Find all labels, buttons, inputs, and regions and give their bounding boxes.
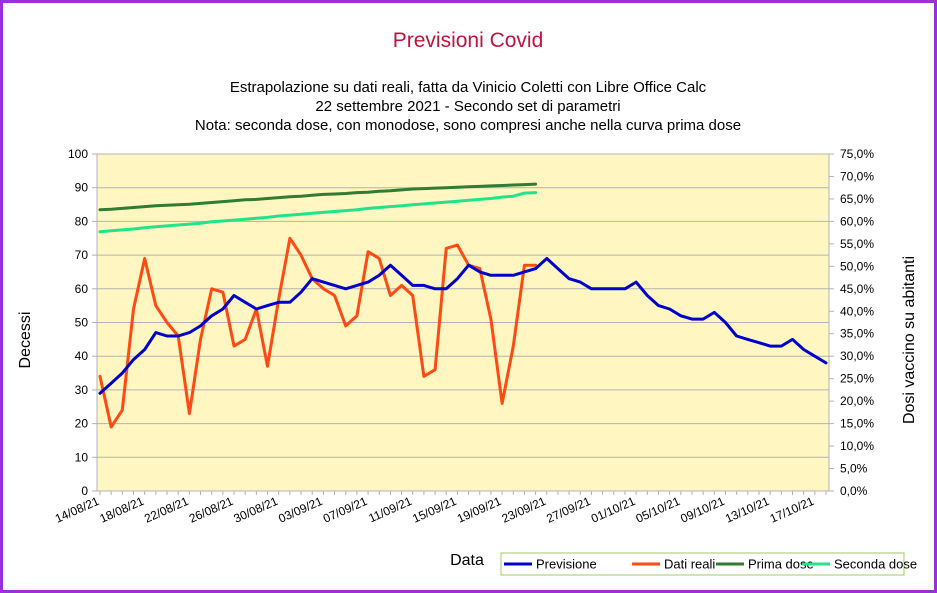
x-tick-label: 01/10/21 [589, 494, 638, 526]
series-line-prima-dose [98, 182, 538, 212]
right-tick-label: 45,0% [840, 282, 874, 296]
x-tick-label: 26/08/21 [187, 494, 236, 526]
left-tick-label: 0 [81, 484, 88, 498]
legend: Previsione Dati reali Prima dose Seconda do… [500, 552, 917, 576]
chart-subtitle-line-3: Nota: seconda dose, con monodose, sono c… [195, 117, 741, 134]
x-tick-label: 23/09/21 [500, 494, 549, 526]
chart-title: Previsioni Covid [393, 29, 544, 52]
right-tick-label: 30,0% [840, 349, 874, 363]
right-tick-label: 10,0% [840, 439, 874, 453]
x-axis-title: Data [450, 552, 484, 569]
left-tick-label: 20 [75, 417, 89, 431]
right-tick-label: 60,0% [840, 214, 874, 228]
x-tick-label: 22/08/21 [142, 494, 191, 526]
y2-axis-title: Dosi vaccino su abitanti [901, 256, 918, 424]
right-tick-label: 0,0% [840, 484, 868, 498]
right-tick-label: 75,0% [840, 147, 874, 161]
left-tick-label: 90 [75, 181, 89, 195]
left-tick-label: 80 [75, 214, 89, 228]
x-tick-label: 14/08/21 [53, 494, 102, 526]
x-tick-label: 19/09/21 [455, 494, 504, 526]
x-tick-label: 15/09/21 [410, 494, 459, 526]
x-axis-ticks: 14/08/2118/08/2122/08/2126/08/2130/08/21… [53, 491, 827, 526]
right-tick-label: 65,0% [840, 192, 874, 206]
series-line-previsione [98, 257, 828, 395]
right-tick-label: 50,0% [840, 259, 874, 273]
right-tick-label: 15,0% [840, 417, 874, 431]
left-axis-ticks: 0 10 20 30 40 50 60 70 80 90 100 [68, 147, 97, 498]
y-axis-title: Decessi [17, 312, 34, 369]
right-tick-label: 25,0% [840, 372, 874, 386]
chart-subtitle-line-1: Estrapolazione su dati reali, fatta da V… [230, 79, 707, 96]
x-tick-label: 18/08/21 [98, 494, 147, 526]
x-tick-label: 11/09/21 [366, 494, 414, 526]
legend-label: Dati reali [664, 557, 715, 572]
x-tick-label: 17/10/21 [768, 494, 817, 526]
right-tick-label: 55,0% [840, 237, 874, 251]
left-tick-label: 10 [75, 450, 89, 464]
x-tick-label: 09/10/21 [678, 494, 727, 526]
left-tick-label: 40 [75, 349, 89, 363]
series-lines [98, 182, 828, 429]
x-tick-label: 05/10/21 [634, 494, 683, 526]
x-tick-label: 07/09/21 [321, 494, 370, 526]
right-tick-label: 40,0% [840, 304, 874, 318]
right-tick-label: 20,0% [840, 394, 874, 408]
legend-box [500, 552, 905, 576]
right-tick-label: 70,0% [840, 169, 874, 183]
x-tick-label: 13/10/21 [723, 494, 772, 526]
x-tick-label: 03/09/21 [276, 494, 325, 526]
legend-label: Seconda dose [834, 557, 917, 572]
left-tick-label: 100 [68, 147, 88, 161]
left-tick-label: 70 [75, 248, 89, 262]
right-tick-label: 35,0% [840, 327, 874, 341]
chart-subtitle-line-2: 22 settembre 2021 - Secondo set di param… [315, 98, 620, 115]
legend-label: Previsione [536, 557, 597, 572]
left-tick-label: 60 [75, 282, 89, 296]
series-line-seconda-dose [98, 191, 538, 234]
left-tick-label: 50 [75, 316, 89, 330]
series-line-dati-reali [98, 236, 538, 429]
x-tick-label: 30/08/21 [232, 494, 281, 526]
right-tick-label: 5,0% [840, 462, 868, 476]
left-tick-label: 30 [75, 383, 89, 397]
legend-label: Prima dose [748, 557, 814, 572]
right-axis-ticks: 0,0% 5,0% 10,0% 15,0% 20,0% 25,0% 30,0% 35,0% 40… [829, 147, 874, 498]
x-tick-label: 27/09/21 [544, 494, 593, 526]
